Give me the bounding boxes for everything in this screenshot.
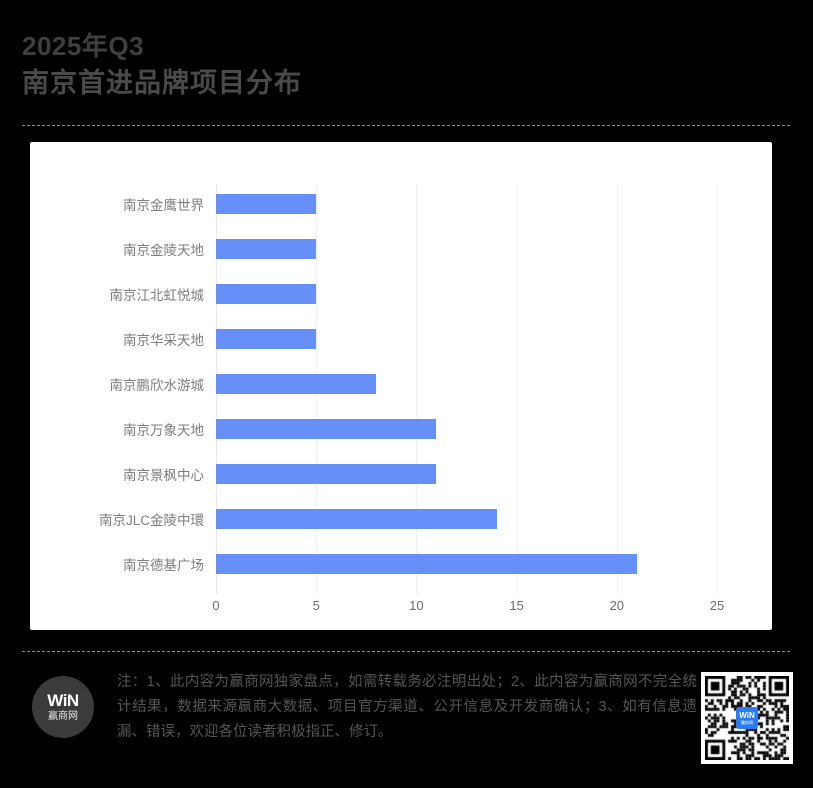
x-tick-label: 20 — [609, 598, 625, 613]
bar-chart-plot: 0 5 10 15 20 25 南京金鹰世界 南京金陵天地南京江北虹悦城南京华采天地南京鹏欣水… — [30, 142, 772, 630]
chart-card: 0 5 10 15 20 25 南京金鹰世界 南京金陵天地南京江北虹悦城南京华采天地南京鹏欣水… — [30, 142, 772, 630]
x-tick-label: 0 — [212, 598, 220, 613]
separator-bottom — [22, 651, 790, 652]
bar[interactable] — [216, 419, 437, 439]
x-tick-label: 15 — [509, 598, 524, 613]
qr-center-logo: WiN 赢商网 — [736, 707, 758, 729]
qr-center-logo-mark: WiN — [739, 710, 755, 720]
bar[interactable] — [216, 284, 317, 304]
y-tick-label: 南京江北虹悦城 — [109, 288, 205, 303]
bar[interactable] — [216, 194, 317, 214]
page-title: 南京首进品牌项目分布 — [22, 68, 302, 98]
bar[interactable] — [216, 464, 437, 484]
gridline-x-15 — [516, 184, 518, 594]
qr-center-logo-name: 赢商网 — [741, 719, 753, 725]
qr-code-pattern: WiN 赢商网 — [705, 676, 789, 760]
bar[interactable] — [216, 329, 317, 349]
y-tick-label: 南京万象天地 — [123, 423, 204, 438]
bar[interactable] — [216, 509, 497, 529]
brand-logo: WiN 赢商网 — [32, 676, 94, 738]
y-tick-label: 南京德基广场 — [123, 558, 204, 573]
bar[interactable] — [216, 554, 637, 574]
bar[interactable] — [216, 374, 377, 394]
disclaimer-note: 注：1、此内容为赢商网独家盘点，如需转载务必注明出处；2、此内容为赢商网不完全统… — [117, 674, 697, 740]
gridline-x-10 — [416, 184, 418, 594]
gridline-x-20 — [616, 184, 618, 594]
y-tick-label: 南京金鹰世界 — [123, 198, 204, 213]
poster-header: 2025年Q3 南京首进品牌项目分布 — [22, 30, 782, 101]
y-tick-label: 南京鹏欣水游城 — [109, 378, 205, 393]
gridline-x-25 — [717, 184, 718, 594]
x-tick-label: 25 — [709, 598, 725, 613]
x-tick-label: 10 — [409, 598, 424, 613]
y-tick-label: 南京金陵天地 — [123, 243, 204, 258]
y-tick-label: 南京景枫中心 — [123, 468, 204, 483]
x-tick-label: 5 — [312, 598, 320, 613]
separator-top — [22, 125, 790, 126]
y-tick-label: 南京JLC金陵中環 — [98, 513, 204, 528]
poster-footer: WiN 赢商网 注：1、此内容为赢商网独家盘点，如需转载务必注明出处；2、此内容… — [22, 668, 793, 768]
page-title-period: 2025年Q3 — [22, 31, 145, 61]
bar[interactable] — [216, 239, 317, 259]
brand-logo-name: 赢商网 — [48, 710, 78, 722]
y-tick-label: 南京华采天地 — [123, 333, 204, 348]
brand-logo-mark: WiN — [47, 690, 79, 710]
qr-code[interactable]: WiN 赢商网 — [701, 672, 793, 764]
